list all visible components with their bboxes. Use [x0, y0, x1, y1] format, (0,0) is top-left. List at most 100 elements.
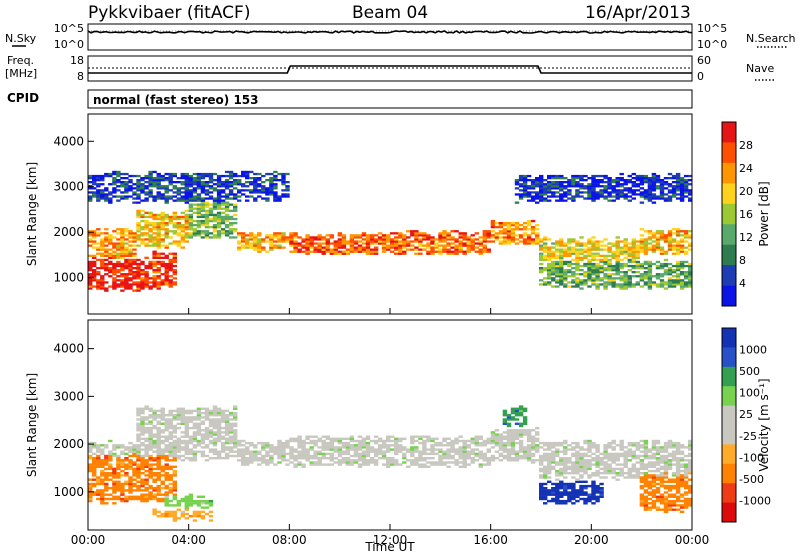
- velocity-cell: [160, 474, 165, 477]
- power-cell: [615, 285, 620, 288]
- velocity-cell: [410, 459, 415, 462]
- power-cell: [446, 232, 451, 235]
- velocity-cell: [543, 502, 548, 505]
- power-cell: [643, 189, 649, 192]
- power-cell: [224, 185, 230, 188]
- power-cell: [273, 174, 278, 178]
- power-cell: [430, 252, 435, 255]
- power-cell: [108, 236, 113, 239]
- velocity-cell: [627, 474, 632, 477]
- power-cell: [104, 281, 109, 284]
- velocity-cell: [498, 437, 504, 440]
- power-cell: [667, 240, 673, 243]
- velocity-cell: [216, 418, 222, 421]
- velocity-cell: [651, 478, 657, 481]
- velocity-cell: [108, 472, 113, 475]
- velocity-cell: [563, 452, 568, 456]
- power-cell: [611, 179, 616, 182]
- power-cell: [390, 244, 395, 247]
- velocity-cell: [587, 474, 592, 477]
- power-cell: [124, 183, 129, 186]
- velocity-cell: [156, 459, 161, 462]
- velocity-cell: [100, 497, 105, 501]
- power-cell: [583, 248, 588, 251]
- power-cell: [128, 189, 133, 192]
- power-cell: [615, 236, 620, 239]
- power-cell: [510, 224, 516, 227]
- velocity-cell: [659, 480, 665, 483]
- power-cell: [192, 207, 198, 210]
- power-cell: [176, 217, 181, 221]
- power-cell: [683, 260, 689, 264]
- velocity-cell: [200, 441, 206, 445]
- velocity-cell: [450, 446, 455, 449]
- velocity-cell: [180, 411, 185, 415]
- power-cell: [627, 187, 632, 190]
- velocity-cell: [390, 444, 395, 447]
- power-cell: [273, 193, 278, 196]
- power-cell: [265, 193, 270, 196]
- power-cell: [535, 183, 540, 186]
- power-cell: [603, 177, 608, 180]
- velocity-cell: [309, 441, 314, 445]
- power-cell: [563, 269, 568, 272]
- power-cell: [100, 189, 105, 192]
- velocity-cell: [410, 463, 415, 466]
- power-cell: [321, 252, 326, 255]
- power-cell: [675, 250, 681, 253]
- power-cell: [345, 252, 351, 255]
- power-cell: [571, 240, 576, 243]
- power-cell: [373, 238, 379, 241]
- velocity-cell: [164, 459, 169, 462]
- power-cell: [671, 193, 677, 196]
- power-cell: [184, 209, 189, 212]
- velocity-cell: [265, 444, 270, 447]
- power-cell: [591, 283, 596, 286]
- velocity-cell: [289, 448, 294, 451]
- velocity-cell: [136, 467, 141, 471]
- power-cell: [144, 273, 149, 276]
- velocity-cell: [212, 420, 218, 423]
- velocity-cell: [188, 420, 194, 423]
- power-cell: [228, 217, 234, 221]
- velocity-cell: [140, 448, 145, 451]
- velocity-cell: [200, 510, 206, 514]
- velocity-cell: [148, 476, 153, 479]
- power-cell: [301, 250, 306, 253]
- velocity-cell: [305, 435, 310, 438]
- power-cell: [631, 177, 636, 180]
- velocity-cell: [285, 463, 290, 466]
- velocity-cell: [394, 444, 399, 447]
- velocity-cell: [156, 497, 161, 501]
- power-cell: [128, 277, 133, 280]
- power-cell: [204, 236, 210, 239]
- velocity-cell: [124, 463, 129, 466]
- power-cell: [502, 224, 508, 227]
- velocity-cell: [353, 439, 359, 443]
- velocity-cell: [188, 515, 194, 518]
- velocity-cell: [172, 519, 177, 522]
- power-cell: [426, 250, 431, 253]
- power-cell: [104, 254, 109, 257]
- power-cell: [482, 236, 487, 239]
- velocity-cell: [96, 450, 101, 453]
- power-cell: [579, 250, 584, 253]
- velocity-cell: [132, 495, 137, 498]
- velocity-cell: [321, 452, 326, 456]
- velocity-cell: [583, 491, 588, 494]
- velocity-cell: [212, 452, 218, 456]
- power-cell: [313, 250, 318, 253]
- power-cell: [659, 183, 665, 186]
- velocity-cell: [152, 463, 157, 466]
- power-cell: [518, 185, 524, 188]
- power-cell: [128, 267, 133, 270]
- power-cell: [579, 236, 584, 239]
- power-cell: [663, 193, 669, 196]
- velocity-cell: [148, 422, 153, 425]
- power-cell: [530, 185, 536, 188]
- velocity-cell: [369, 461, 375, 464]
- power-cell: [639, 174, 645, 178]
- power-cell: [124, 191, 129, 194]
- power-cell: [285, 181, 290, 184]
- power-cell: [430, 236, 435, 239]
